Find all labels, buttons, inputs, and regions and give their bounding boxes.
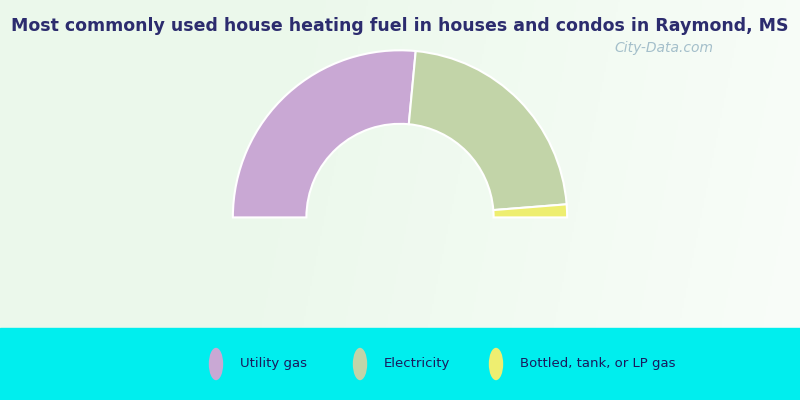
Ellipse shape [489,348,503,380]
Text: City-Data.com: City-Data.com [614,41,714,55]
Bar [0,328,800,400]
Text: Utility gas: Utility gas [240,358,307,370]
Text: Most commonly used house heating fuel in houses and condos in Raymond, MS: Most commonly used house heating fuel in… [11,17,789,35]
Ellipse shape [353,348,367,380]
Text: Bottled, tank, or LP gas: Bottled, tank, or LP gas [520,358,675,370]
Wedge shape [409,51,566,210]
Ellipse shape [209,348,223,380]
Text: Electricity: Electricity [384,358,450,370]
Wedge shape [494,204,567,218]
Wedge shape [233,50,416,218]
